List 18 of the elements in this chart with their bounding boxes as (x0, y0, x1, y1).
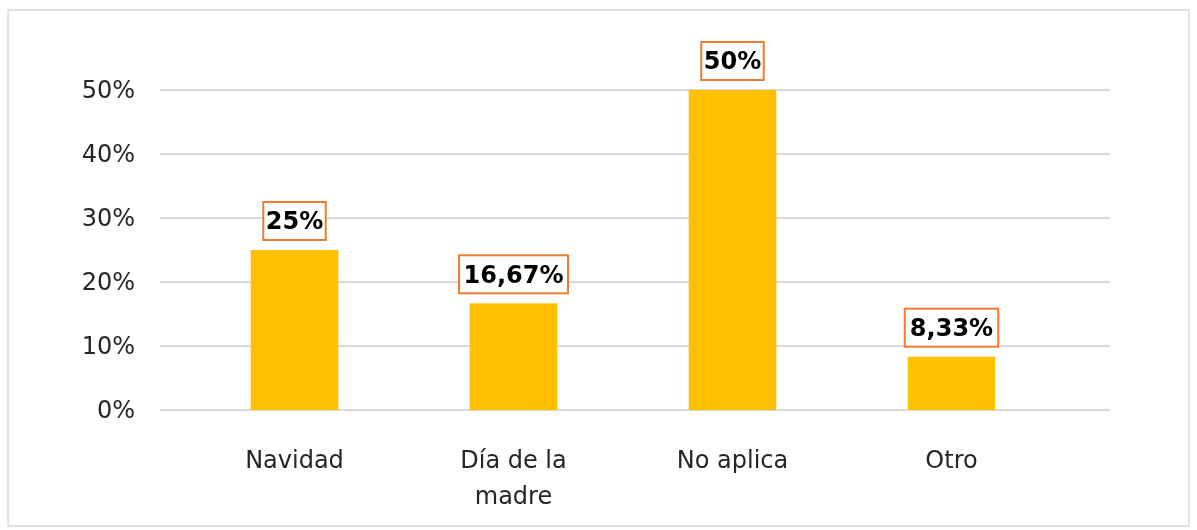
y-tick-label: 0% (96, 396, 135, 425)
x-tick-label: Otro (925, 446, 978, 474)
data-label: 8,33% (909, 314, 994, 343)
y-tick-label: 20% (81, 268, 135, 297)
data-label: 25% (265, 207, 324, 236)
y-tick-label: 40% (81, 140, 135, 169)
bar (469, 303, 558, 410)
bar (688, 90, 777, 410)
x-tick-label: Día de la madre (460, 446, 567, 510)
y-tick-label: 30% (81, 204, 135, 233)
bar (907, 356, 996, 410)
y-tick-label: 10% (81, 332, 135, 361)
data-label: 50% (703, 47, 762, 76)
y-tick-label: 50% (81, 76, 135, 105)
bar (250, 250, 339, 410)
data-label: 16,67% (463, 260, 564, 289)
x-tick-label: No aplica (676, 446, 789, 474)
x-tick-label: Navidad (245, 446, 344, 474)
